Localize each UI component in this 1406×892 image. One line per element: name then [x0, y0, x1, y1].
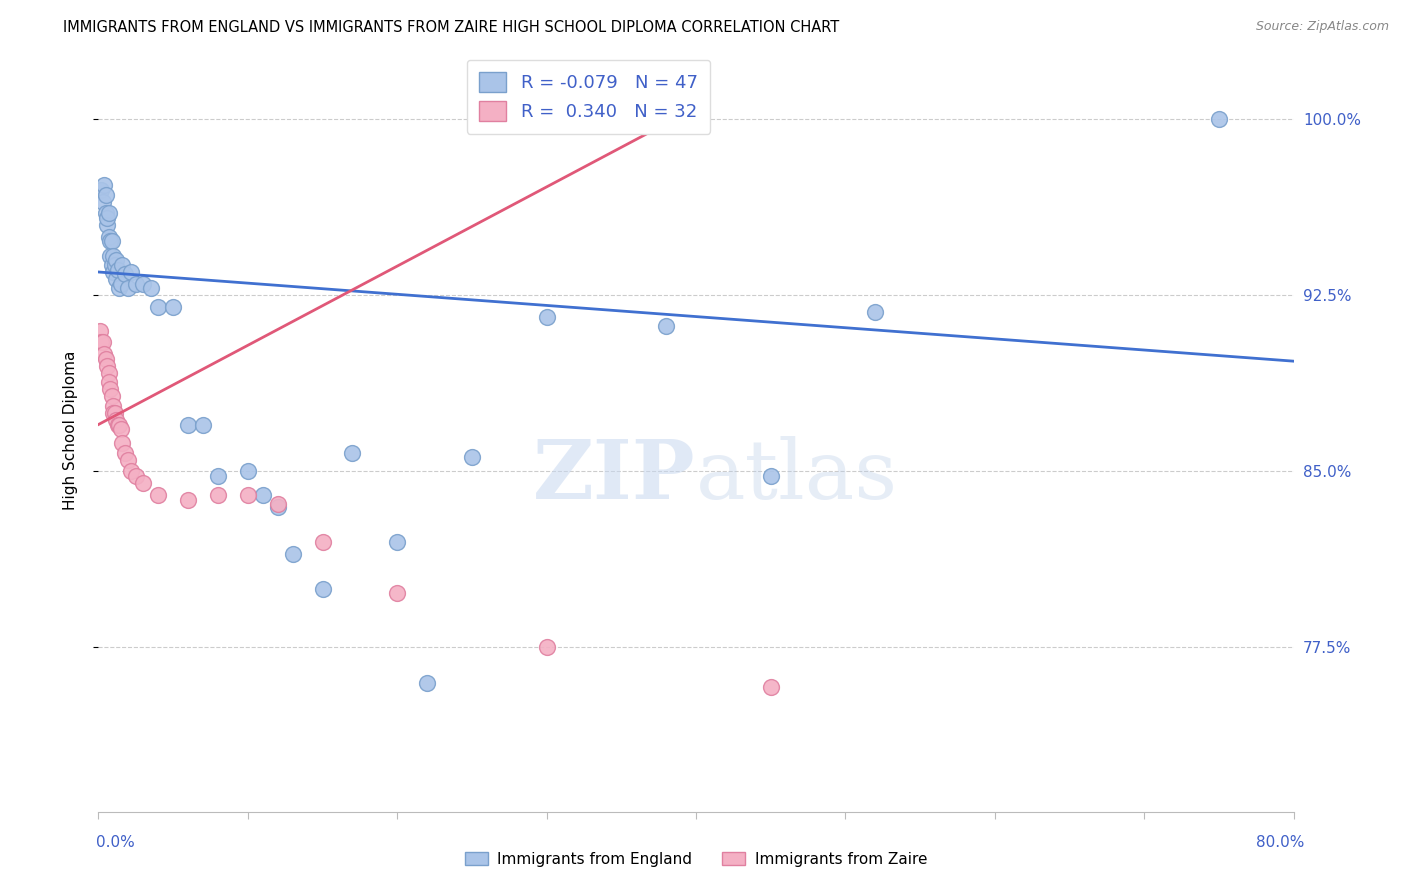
- Point: [111, 436, 134, 450]
- Point: [94, 187, 117, 202]
- Point: [91, 194, 114, 209]
- Legend: Immigrants from England, Immigrants from Zaire: Immigrants from England, Immigrants from…: [458, 846, 934, 872]
- Point: [110, 422, 132, 436]
- Point: [110, 277, 132, 291]
- Point: [125, 469, 148, 483]
- Y-axis label: High School Diploma: High School Diploma: [63, 351, 77, 510]
- Point: [132, 476, 155, 491]
- Point: [108, 417, 131, 432]
- Point: [103, 406, 125, 420]
- Point: [536, 310, 558, 324]
- Point: [865, 305, 887, 319]
- Point: [96, 359, 118, 373]
- Point: [342, 445, 364, 459]
- Point: [90, 183, 112, 197]
- Point: [117, 452, 139, 467]
- Point: [139, 281, 162, 295]
- Point: [1208, 112, 1230, 127]
- Point: [267, 500, 290, 514]
- Point: [177, 417, 200, 432]
- Point: [108, 281, 131, 295]
- Point: [207, 488, 229, 502]
- Point: [96, 211, 118, 225]
- Point: [101, 235, 124, 249]
- Point: [105, 253, 128, 268]
- Point: [103, 399, 125, 413]
- Point: [101, 258, 124, 272]
- Point: [94, 351, 117, 366]
- Point: [98, 382, 122, 396]
- Point: [96, 218, 118, 232]
- Point: [267, 497, 290, 511]
- Text: IMMIGRANTS FROM ENGLAND VS IMMIGRANTS FROM ZAIRE HIGH SCHOOL DIPLOMA CORRELATION: IMMIGRANTS FROM ENGLAND VS IMMIGRANTS FR…: [63, 20, 839, 35]
- Point: [105, 413, 128, 427]
- Point: [97, 376, 120, 390]
- Point: [236, 488, 259, 502]
- Point: [103, 249, 125, 263]
- Point: [162, 300, 184, 314]
- Text: 80.0%: 80.0%: [1257, 836, 1305, 850]
- Text: 0.0%: 0.0%: [96, 836, 135, 850]
- Point: [101, 389, 124, 403]
- Text: atlas: atlas: [696, 436, 898, 516]
- Point: [132, 277, 155, 291]
- Point: [120, 465, 142, 479]
- Point: [117, 281, 139, 295]
- Point: [311, 534, 333, 549]
- Point: [536, 640, 558, 655]
- Point: [104, 258, 127, 272]
- Point: [107, 417, 129, 432]
- Point: [103, 265, 125, 279]
- Point: [252, 488, 274, 502]
- Point: [759, 681, 782, 695]
- Point: [111, 258, 134, 272]
- Point: [90, 335, 112, 350]
- Point: [107, 262, 129, 277]
- Point: [97, 229, 120, 244]
- Point: [98, 249, 122, 263]
- Point: [385, 586, 409, 600]
- Point: [385, 534, 409, 549]
- Point: [759, 469, 782, 483]
- Point: [125, 277, 148, 291]
- Point: [89, 324, 111, 338]
- Point: [281, 547, 304, 561]
- Point: [114, 268, 136, 282]
- Point: [97, 366, 120, 380]
- Point: [93, 178, 115, 193]
- Point: [120, 265, 142, 279]
- Text: ZIP: ZIP: [533, 436, 696, 516]
- Point: [93, 347, 115, 361]
- Point: [94, 206, 117, 220]
- Text: Source: ZipAtlas.com: Source: ZipAtlas.com: [1256, 20, 1389, 33]
- Point: [114, 445, 136, 459]
- Point: [416, 675, 439, 690]
- Point: [655, 318, 678, 333]
- Point: [207, 469, 229, 483]
- Point: [148, 488, 170, 502]
- Point: [97, 206, 120, 220]
- Point: [91, 335, 114, 350]
- Point: [177, 492, 200, 507]
- Point: [104, 406, 127, 420]
- Point: [191, 417, 214, 432]
- Point: [236, 465, 259, 479]
- Point: [311, 582, 333, 596]
- Point: [105, 272, 128, 286]
- Point: [148, 300, 170, 314]
- Point: [461, 450, 484, 465]
- Point: [98, 235, 122, 249]
